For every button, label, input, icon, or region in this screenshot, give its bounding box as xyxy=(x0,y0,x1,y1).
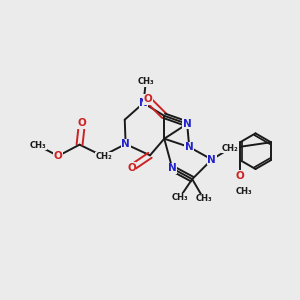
Text: O: O xyxy=(127,163,136,173)
Text: O: O xyxy=(54,151,62,161)
Text: CH₃: CH₃ xyxy=(30,141,46,150)
Text: CH₃: CH₃ xyxy=(195,194,212,203)
Text: O: O xyxy=(236,171,244,181)
Text: N: N xyxy=(183,119,191,129)
Text: CH₃: CH₃ xyxy=(171,193,188,202)
Text: CH₂: CH₂ xyxy=(222,144,238,153)
Text: N: N xyxy=(168,164,177,173)
Text: N: N xyxy=(139,98,148,108)
Text: CH₂: CH₂ xyxy=(96,152,112,161)
Text: N: N xyxy=(121,139,130,149)
Text: N: N xyxy=(185,142,194,152)
Text: CH₃: CH₃ xyxy=(235,187,252,196)
Text: O: O xyxy=(78,118,86,128)
Text: N: N xyxy=(207,154,216,164)
Text: CH₃: CH₃ xyxy=(137,77,154,86)
Text: O: O xyxy=(143,94,152,104)
